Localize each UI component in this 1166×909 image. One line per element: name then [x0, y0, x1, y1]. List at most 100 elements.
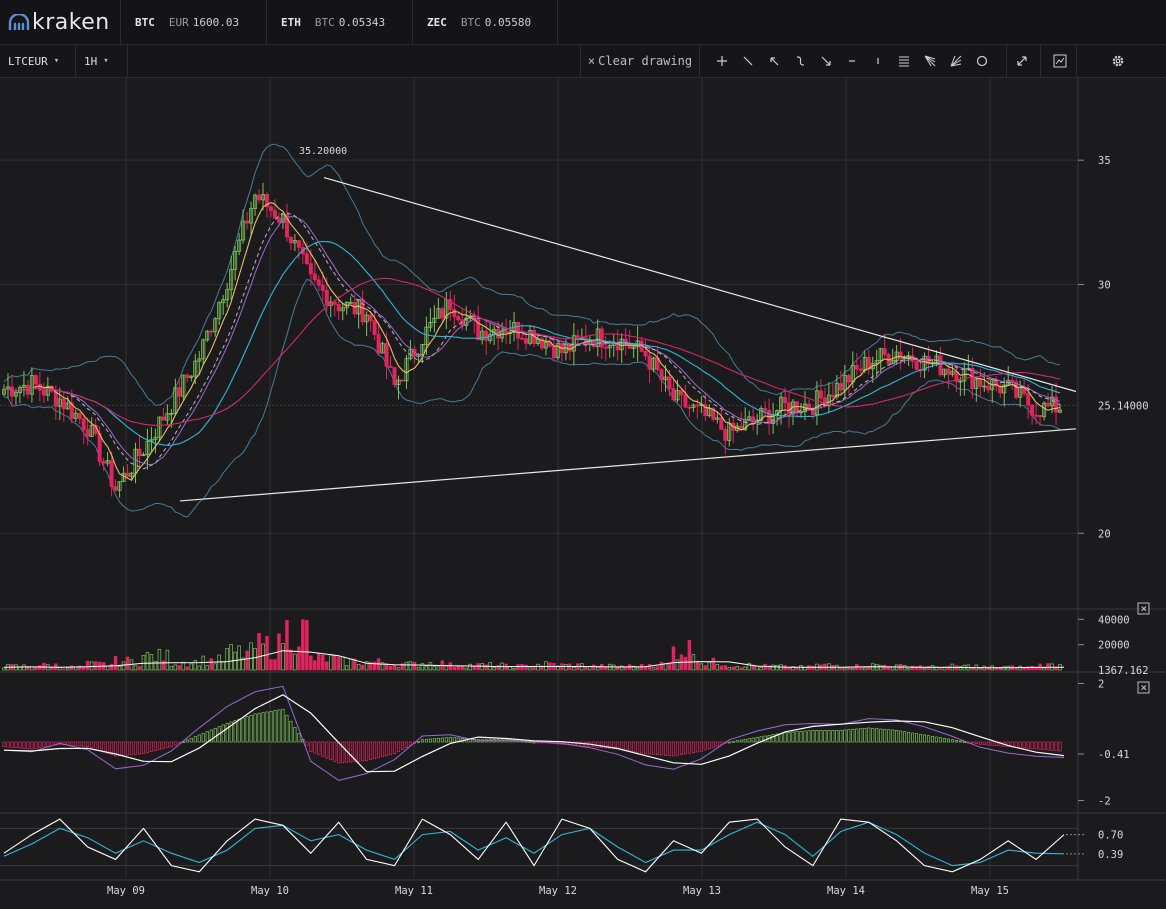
macd-histogram-bar: [787, 731, 791, 743]
pair-select[interactable]: LTCEUR ▾: [0, 45, 76, 77]
candle-body: [312, 273, 317, 281]
arrow-line-icon[interactable]: [764, 51, 784, 71]
macd-histogram-bar: [396, 741, 401, 753]
candle-body: [950, 371, 955, 375]
macd-histogram-bar: [1026, 741, 1030, 749]
macd-histogram-bar: [823, 729, 827, 743]
volume-bar: [133, 665, 138, 671]
volume-bar: [707, 661, 712, 671]
macd-histogram-bar: [811, 729, 815, 743]
candle-body: [539, 338, 544, 349]
vertical-line-icon[interactable]: [868, 51, 888, 71]
volume-bar: [731, 666, 735, 671]
line-icon[interactable]: [738, 51, 758, 71]
candle-body: [201, 339, 206, 360]
macd-histogram-bar: [205, 731, 209, 743]
ticker-btc[interactable]: BTC EUR 1600.03: [120, 0, 266, 44]
volume-bar: [807, 665, 811, 671]
expand-icon[interactable]: [1012, 51, 1032, 71]
volume-bar: [201, 655, 205, 671]
macd-histogram-bar: [420, 739, 424, 743]
macd-histogram-bar: [137, 741, 142, 755]
circle-icon[interactable]: [972, 51, 992, 71]
chart-area[interactable]: 35.20000 × × May 09 May 10 May 11 May 12 May…: [0, 78, 1166, 909]
gear-icon[interactable]: [1108, 51, 1128, 71]
volume-bar: [938, 668, 943, 671]
macd-histogram-bar: [911, 732, 915, 743]
candle-body: [504, 330, 509, 334]
volume-bar: [213, 663, 217, 671]
candle-body: [316, 279, 321, 286]
candle-body: [974, 378, 979, 389]
macd-histogram-bar: [285, 714, 289, 743]
macd-panel[interactable]: ×: [2, 681, 1150, 781]
volume-bar: [221, 661, 225, 671]
macd-histogram-bar: [193, 736, 197, 743]
macd-histogram-bar: [891, 729, 895, 743]
clear-drawing-button[interactable]: × Clear drawing: [580, 45, 700, 77]
volume-bar: [344, 665, 349, 671]
macd-histogram-bar: [129, 741, 134, 756]
horizontal-line-icon[interactable]: [842, 51, 862, 71]
fan-icon[interactable]: [920, 51, 940, 71]
volume-bar: [1002, 666, 1006, 671]
volume-bar: [922, 667, 927, 671]
macd-histogram-bar: [377, 741, 381, 759]
macd-histogram-bar: [229, 721, 233, 743]
candle-body: [324, 290, 329, 306]
ticker-zec[interactable]: ZEC BTC 0.05580: [412, 0, 558, 44]
fib-retracement-icon[interactable]: [894, 51, 914, 71]
volume-bar: [145, 652, 150, 671]
support-trendline: [179, 428, 1077, 502]
candle-body: [225, 289, 230, 301]
y-tick-label: -0.41: [1098, 749, 1130, 761]
candle-body: [308, 263, 313, 275]
curve-icon[interactable]: [790, 51, 810, 71]
indicators-icon[interactable]: [1050, 51, 1070, 71]
candle-body: [998, 385, 1003, 394]
ticker-price: 0.05580: [484, 15, 532, 29]
volume-bar: [380, 662, 385, 671]
gann-fan-icon[interactable]: [946, 51, 966, 71]
volume-bar: [882, 664, 887, 671]
macd-histogram-bar: [687, 741, 691, 754]
x-tick-label: May 09: [107, 885, 145, 897]
macd-histogram-bar: [416, 741, 420, 744]
candle-body: [268, 206, 273, 211]
volume-bar: [619, 665, 624, 671]
volume-bar: [181, 661, 186, 671]
volume-bar: [368, 661, 373, 671]
volume-bar: [420, 663, 425, 671]
macd-histogram-bar: [648, 741, 652, 755]
ticker-quote: BTC: [460, 15, 481, 29]
kraken-logo[interactable]: kraken: [8, 9, 110, 35]
axes: May 09 May 10 May 11 May 12 May 13 May 14 May …: [107, 155, 1166, 897]
macd-histogram-bar: [755, 736, 759, 743]
price-panel[interactable]: 35.20000: [2, 143, 1077, 518]
arrow-icon[interactable]: [816, 51, 836, 71]
candle-body: [424, 326, 429, 345]
volume-bar: [400, 663, 405, 671]
candle-body: [1026, 393, 1031, 406]
volume-bar: [113, 656, 118, 671]
macd-histogram-bar: [815, 729, 819, 743]
volume-bar: [572, 667, 576, 671]
macd-histogram-bar: [412, 741, 417, 745]
interval-select[interactable]: 1H ▾: [76, 45, 128, 77]
volume-bar: [536, 663, 540, 671]
crosshair-icon[interactable]: [712, 51, 732, 71]
macd-histogram-bar: [747, 738, 751, 743]
macd-histogram-bar: [930, 735, 935, 743]
candle-body: [703, 404, 708, 417]
macd-histogram-bar: [887, 729, 891, 743]
volume-bar: [468, 663, 472, 671]
stochastic-panel[interactable]: [0, 818, 1078, 873]
candle-body: [480, 330, 485, 341]
volume-panel[interactable]: ×: [2, 602, 1150, 671]
macd-histogram-bar: [671, 741, 676, 757]
volume-bar: [910, 665, 915, 671]
macd-histogram-bar: [1034, 741, 1038, 750]
close-macd-panel-icon: [1137, 681, 1150, 694]
ticker-eth[interactable]: ETH BTC 0.05343: [266, 0, 412, 44]
volume-bar: [205, 665, 209, 671]
